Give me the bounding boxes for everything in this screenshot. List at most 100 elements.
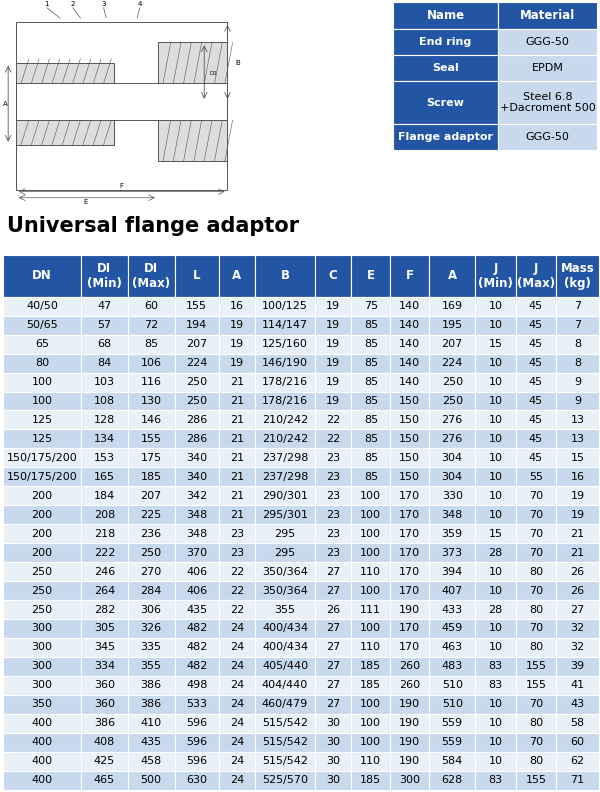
- Text: 630: 630: [186, 775, 207, 785]
- Text: 27: 27: [326, 642, 340, 653]
- Text: 80: 80: [529, 642, 543, 653]
- Text: 10: 10: [488, 737, 502, 747]
- Text: 435: 435: [140, 737, 162, 747]
- Text: 165: 165: [94, 472, 115, 482]
- Text: Material: Material: [520, 9, 575, 22]
- Text: 23: 23: [230, 547, 244, 558]
- Text: 62: 62: [571, 756, 584, 766]
- Text: 140: 140: [399, 301, 421, 311]
- Text: 10: 10: [488, 377, 502, 387]
- Text: B: B: [281, 269, 290, 283]
- Text: 170: 170: [399, 529, 421, 539]
- Text: 70: 70: [529, 491, 543, 501]
- Text: 70: 70: [529, 547, 543, 558]
- Text: 348: 348: [442, 510, 463, 520]
- Text: 250: 250: [442, 377, 463, 387]
- Text: 83: 83: [488, 680, 502, 691]
- Text: 482: 482: [186, 661, 208, 672]
- Text: 140: 140: [399, 377, 421, 387]
- Text: 10: 10: [488, 358, 502, 368]
- Text: 10: 10: [488, 491, 502, 501]
- Text: 260: 260: [399, 661, 421, 672]
- Text: Name: Name: [427, 9, 464, 22]
- Text: F: F: [119, 182, 124, 188]
- Text: 10: 10: [488, 301, 502, 311]
- Text: 10: 10: [488, 434, 502, 444]
- Text: 85: 85: [364, 434, 378, 444]
- Text: 23: 23: [326, 547, 340, 558]
- Text: 406: 406: [186, 585, 207, 596]
- Text: 85: 85: [364, 453, 378, 463]
- Text: 40/50: 40/50: [26, 301, 58, 311]
- Text: 27: 27: [326, 680, 340, 691]
- Text: 23: 23: [326, 491, 340, 501]
- Text: EPDM: EPDM: [532, 63, 563, 73]
- Text: 222: 222: [94, 547, 115, 558]
- Text: 190: 190: [399, 718, 421, 729]
- Text: 433: 433: [442, 604, 463, 615]
- Text: 218: 218: [94, 529, 115, 539]
- Text: 290/301: 290/301: [262, 491, 308, 501]
- Text: 559: 559: [442, 737, 463, 747]
- Text: 19: 19: [230, 358, 244, 368]
- Text: 250: 250: [186, 396, 207, 406]
- Text: 80: 80: [529, 718, 543, 729]
- Text: 200: 200: [31, 510, 53, 520]
- Text: 23: 23: [326, 510, 340, 520]
- Text: 21: 21: [230, 491, 244, 501]
- Text: 16: 16: [230, 301, 244, 311]
- Text: 21: 21: [230, 472, 244, 482]
- Text: 185: 185: [140, 472, 162, 482]
- Text: 70: 70: [529, 585, 543, 596]
- Text: 170: 170: [399, 623, 421, 634]
- Text: 155: 155: [526, 775, 547, 785]
- Text: 21: 21: [571, 529, 584, 539]
- Text: 85: 85: [364, 358, 378, 368]
- Text: 23: 23: [326, 472, 340, 482]
- Text: 286: 286: [186, 434, 207, 444]
- Text: 22: 22: [230, 566, 244, 577]
- Text: 405/440: 405/440: [262, 661, 308, 672]
- Text: 250: 250: [31, 566, 53, 577]
- Text: 8: 8: [574, 339, 581, 349]
- Text: 190: 190: [399, 737, 421, 747]
- Text: 400: 400: [31, 737, 53, 747]
- Text: 207: 207: [140, 491, 162, 501]
- Text: 410: 410: [140, 718, 162, 729]
- Text: 100: 100: [361, 699, 382, 710]
- Text: 21: 21: [230, 377, 244, 387]
- Bar: [158, 43, 227, 161]
- Text: 100: 100: [361, 547, 382, 558]
- Text: 295: 295: [274, 547, 296, 558]
- Text: 68: 68: [97, 339, 112, 349]
- Text: 27: 27: [326, 623, 340, 634]
- Text: 50/65: 50/65: [26, 320, 58, 330]
- Text: 360: 360: [94, 699, 115, 710]
- Text: 175: 175: [140, 453, 162, 463]
- Text: 100: 100: [361, 491, 382, 501]
- Text: 200: 200: [31, 547, 53, 558]
- Text: 27: 27: [326, 661, 340, 672]
- Text: 65: 65: [35, 339, 49, 349]
- Text: L: L: [193, 269, 200, 283]
- Text: 170: 170: [399, 642, 421, 653]
- Text: 24: 24: [230, 661, 244, 672]
- Text: 246: 246: [94, 566, 115, 577]
- Text: 386: 386: [140, 699, 162, 710]
- Text: 155: 155: [526, 680, 547, 691]
- Text: 19: 19: [571, 510, 584, 520]
- Text: 386: 386: [140, 680, 162, 691]
- Text: 250: 250: [442, 396, 463, 406]
- Text: 13: 13: [571, 434, 584, 444]
- Text: 250: 250: [140, 547, 162, 558]
- Text: 350: 350: [31, 699, 52, 710]
- Text: 85: 85: [364, 377, 378, 387]
- Text: 10: 10: [488, 756, 502, 766]
- Text: 30: 30: [326, 756, 340, 766]
- Text: 207: 207: [442, 339, 463, 349]
- Text: 260: 260: [399, 680, 421, 691]
- Text: 10: 10: [488, 320, 502, 330]
- Text: 19: 19: [230, 339, 244, 349]
- Text: 45: 45: [529, 434, 543, 444]
- Text: 306: 306: [140, 604, 161, 615]
